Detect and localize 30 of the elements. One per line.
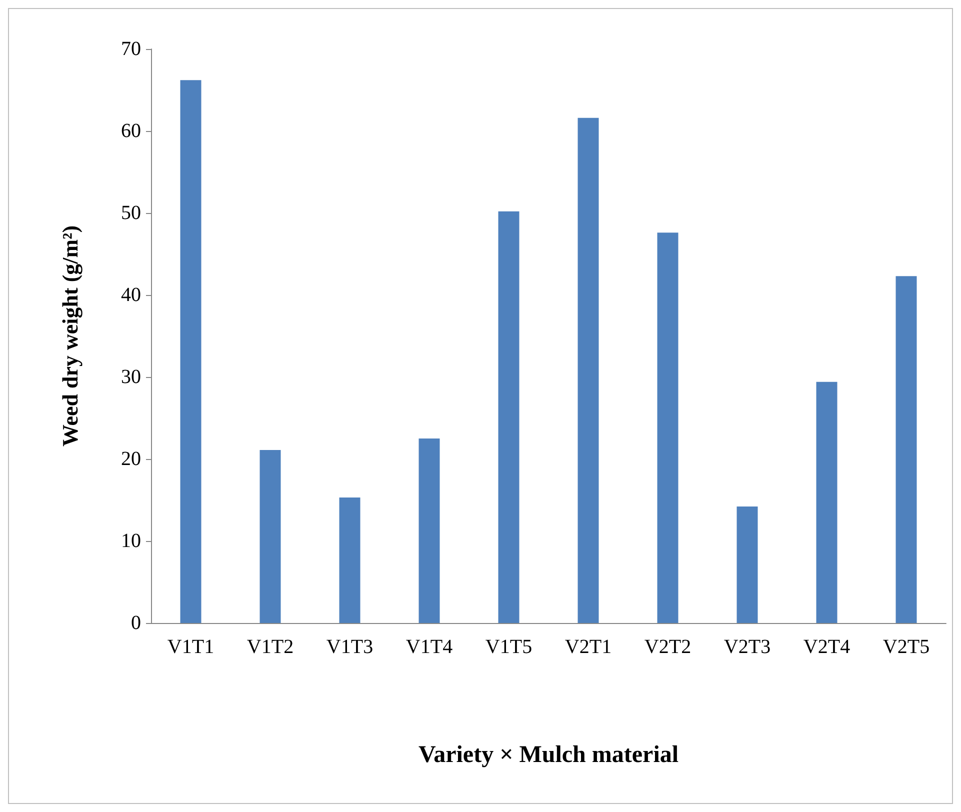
x-tick-label: V1T2 bbox=[246, 636, 294, 658]
bar bbox=[418, 438, 440, 623]
bar bbox=[339, 498, 360, 623]
x-tick-label: V1T1 bbox=[167, 636, 214, 658]
bar bbox=[180, 80, 202, 623]
bar bbox=[816, 382, 838, 623]
bar bbox=[736, 506, 758, 623]
x-tick-label: V1T4 bbox=[406, 636, 453, 658]
y-tick-label: 20 bbox=[121, 448, 141, 470]
y-tick-label: 0 bbox=[131, 612, 141, 634]
x-tick-label: V2T5 bbox=[882, 636, 930, 658]
x-tick-label: V2T3 bbox=[724, 636, 771, 658]
x-tick-label: V2T1 bbox=[564, 636, 612, 658]
bar bbox=[657, 232, 678, 623]
x-tick-label: V2T2 bbox=[644, 636, 692, 658]
x-tick-label: V2T4 bbox=[803, 636, 850, 658]
bar bbox=[578, 118, 599, 623]
bar bbox=[260, 450, 281, 623]
y-tick-label: 50 bbox=[121, 202, 141, 224]
bar bbox=[498, 211, 520, 623]
y-tick-label: 60 bbox=[121, 120, 141, 142]
y-tick-label: 70 bbox=[121, 38, 141, 60]
y-tick-label: 10 bbox=[121, 530, 141, 552]
bar bbox=[896, 276, 917, 623]
x-axis-title: Variety × Mulch material bbox=[418, 742, 679, 768]
y-tick-label: 40 bbox=[121, 284, 141, 306]
x-tick-label: V1T5 bbox=[485, 636, 532, 658]
y-tick-label: 30 bbox=[121, 366, 141, 388]
x-tick-label: V1T3 bbox=[326, 636, 374, 658]
y-axis-title: Weed dry weight (g/m²) bbox=[58, 225, 82, 447]
